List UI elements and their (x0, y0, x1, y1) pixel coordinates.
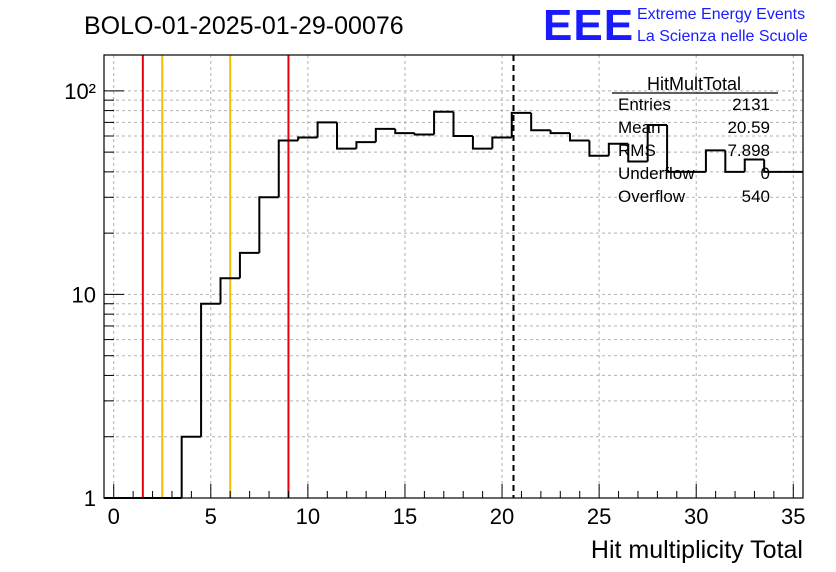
stats-value: 7.898 (727, 141, 770, 160)
histogram-bin (258, 196, 279, 253)
x-tick-label: 25 (587, 504, 611, 529)
stats-value: 0 (761, 164, 770, 183)
grid (104, 55, 803, 499)
org-name-line2: La Scienza nelle Scuole (637, 28, 808, 45)
histogram-bin (277, 139, 299, 198)
y-tick-label: 1 (84, 486, 96, 511)
x-axis-label: Hit multiplicity Total (591, 536, 803, 564)
x-tick-label: 30 (684, 504, 708, 529)
stats-label: Entries (618, 95, 671, 114)
y-tick-label: 10² (64, 79, 96, 104)
histogram-bin (704, 149, 726, 172)
axis-ticks: 0 5 10 15 20 25 30 35 1 10 10² (64, 79, 805, 529)
histogram-bin (413, 133, 435, 136)
histogram-bin (297, 136, 318, 141)
stats-value: 2131 (732, 95, 770, 114)
histogram-bin (394, 128, 415, 135)
histogram-bin (219, 277, 240, 304)
stats-label: RMS (618, 141, 656, 160)
histogram-series (104, 110, 803, 499)
histogram-bin (607, 142, 629, 156)
histogram-bin (200, 302, 221, 437)
histogram-bin (180, 435, 202, 498)
histogram-bin (471, 136, 493, 150)
x-tick-label: 15 (393, 504, 417, 529)
stats-label: Underflow (618, 164, 695, 183)
histogram-bin (433, 110, 454, 135)
histogram-bin (588, 140, 609, 157)
org-name-line1: Extreme Energy Events (637, 6, 805, 23)
x-tick-label: 35 (781, 504, 805, 529)
histogram-bin (763, 159, 784, 173)
run-title: BOLO-01-2025-01-29-00076 (84, 12, 404, 40)
histogram-bin (666, 124, 687, 173)
stats-value: 20.59 (727, 118, 770, 137)
histogram-bin (355, 141, 376, 149)
histogram-bin (530, 112, 551, 132)
histogram-bin (724, 150, 745, 173)
stats-box: HitMultTotal Entries 2131 Mean 20.59 RMS 7.89… (612, 74, 778, 206)
histogram-bin (452, 111, 473, 138)
histogram-bin (627, 143, 648, 163)
histogram-bin (316, 121, 337, 138)
stats-value: 540 (742, 187, 770, 206)
x-tick-label: 20 (490, 504, 514, 529)
stats-label: Mean (618, 118, 661, 137)
y-tick-label: 10 (72, 282, 96, 307)
histogram-bin (646, 123, 668, 162)
histogram-bin (491, 136, 512, 149)
histogram-bin (569, 133, 590, 142)
histogram-bin (549, 130, 570, 135)
x-tick-label: 10 (296, 504, 320, 529)
x-tick-label: 5 (205, 504, 217, 529)
stats-label: Overflow (618, 187, 686, 206)
stats-title: HitMultTotal (647, 74, 741, 94)
x-tick-label: 0 (108, 504, 120, 529)
eee-logo: EEE (543, 1, 634, 50)
marker-lines (141, 55, 515, 498)
histogram-bin (743, 158, 765, 172)
histogram-bin (238, 251, 260, 279)
histogram-bin (374, 127, 396, 143)
plot-frame (103, 54, 804, 499)
histogram-bin (510, 111, 532, 138)
histogram-bin (336, 122, 357, 150)
